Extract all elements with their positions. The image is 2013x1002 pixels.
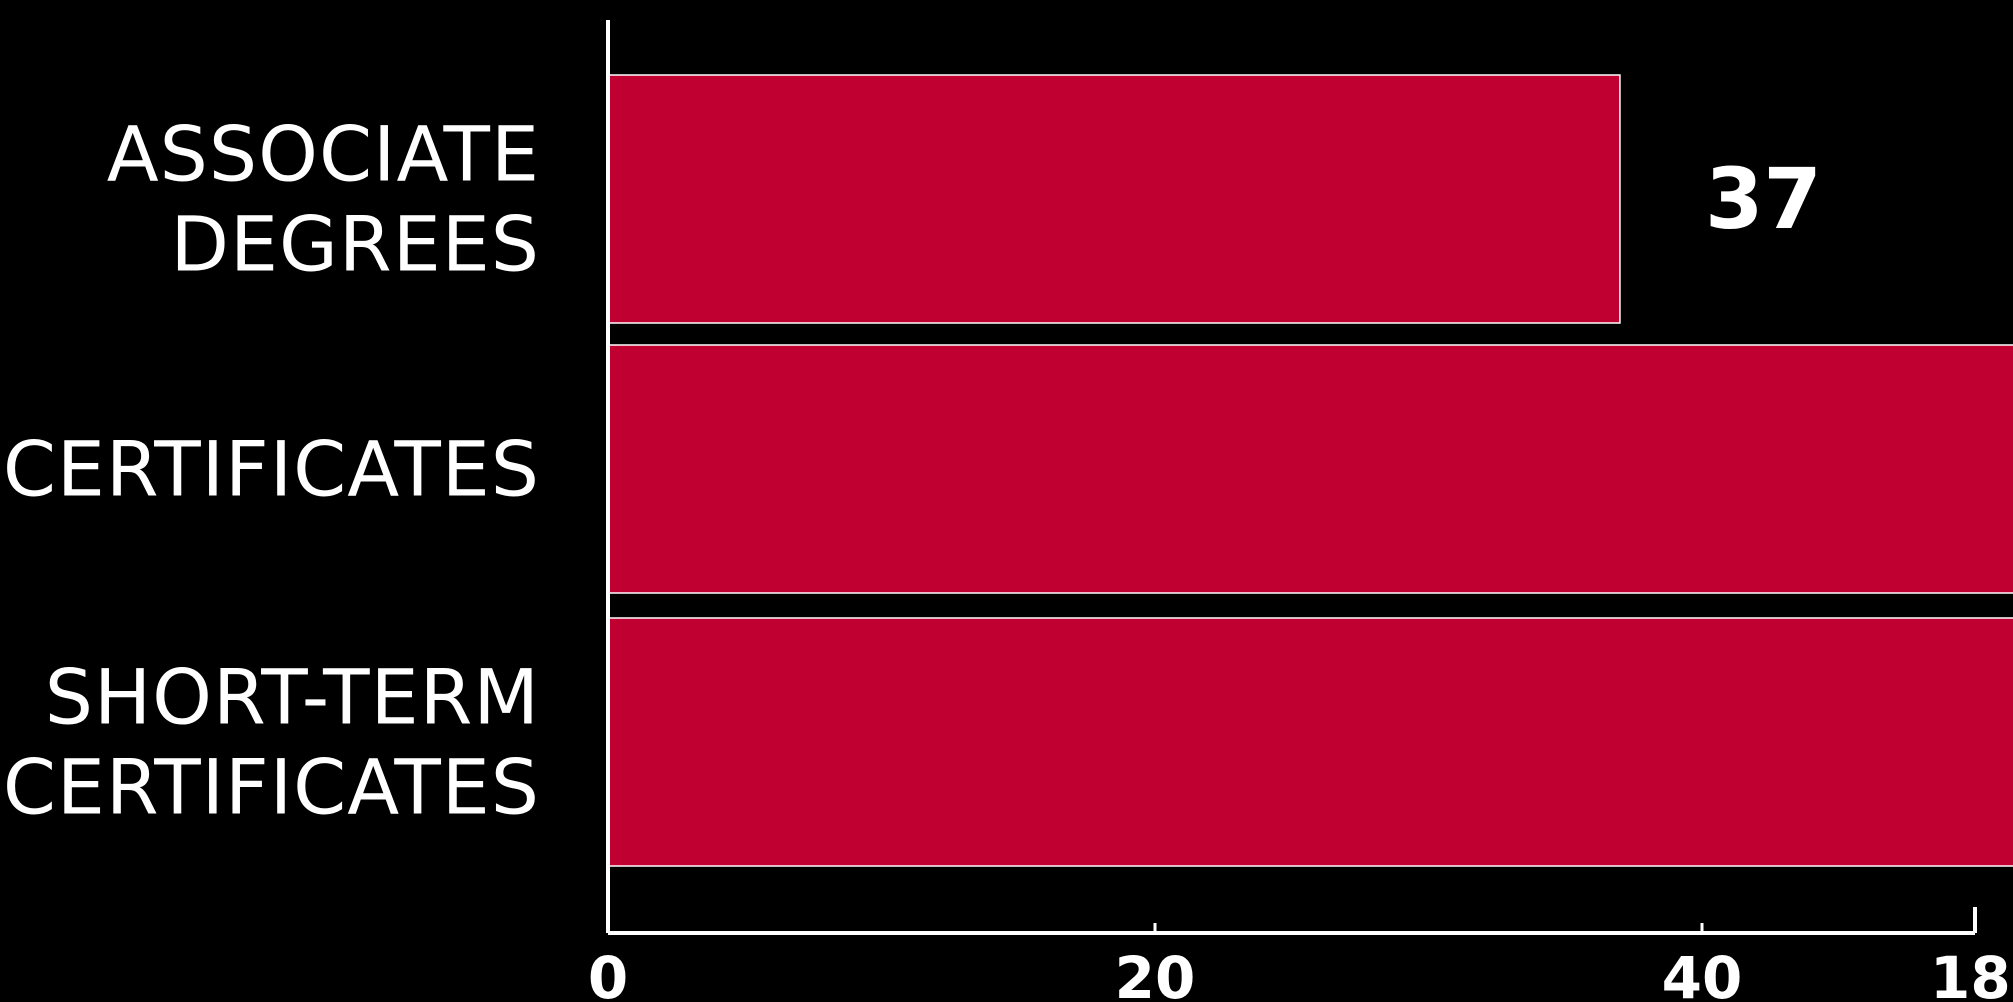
category-label-0-0: ASSOCIATE: [107, 110, 540, 199]
bar-2: [607, 617, 2013, 867]
category-label-1-0: CERTIFICATES: [3, 425, 540, 514]
x-tick-label-2: 40: [1662, 944, 1743, 1002]
bar-0: [607, 74, 1621, 324]
category-label-2-1: CERTIFICATES: [3, 743, 540, 832]
bar-1: [607, 344, 2013, 594]
category-label-2-0: SHORT-TERM: [45, 653, 540, 742]
category-label-0-1: DEGREES: [170, 200, 540, 289]
x-tick-label-1: 20: [1115, 944, 1196, 1002]
x-tick-label-0: 0: [588, 944, 628, 1002]
x-axis-end-label: 182: [1930, 944, 2013, 1002]
data-label-0: 37: [1705, 150, 1822, 248]
